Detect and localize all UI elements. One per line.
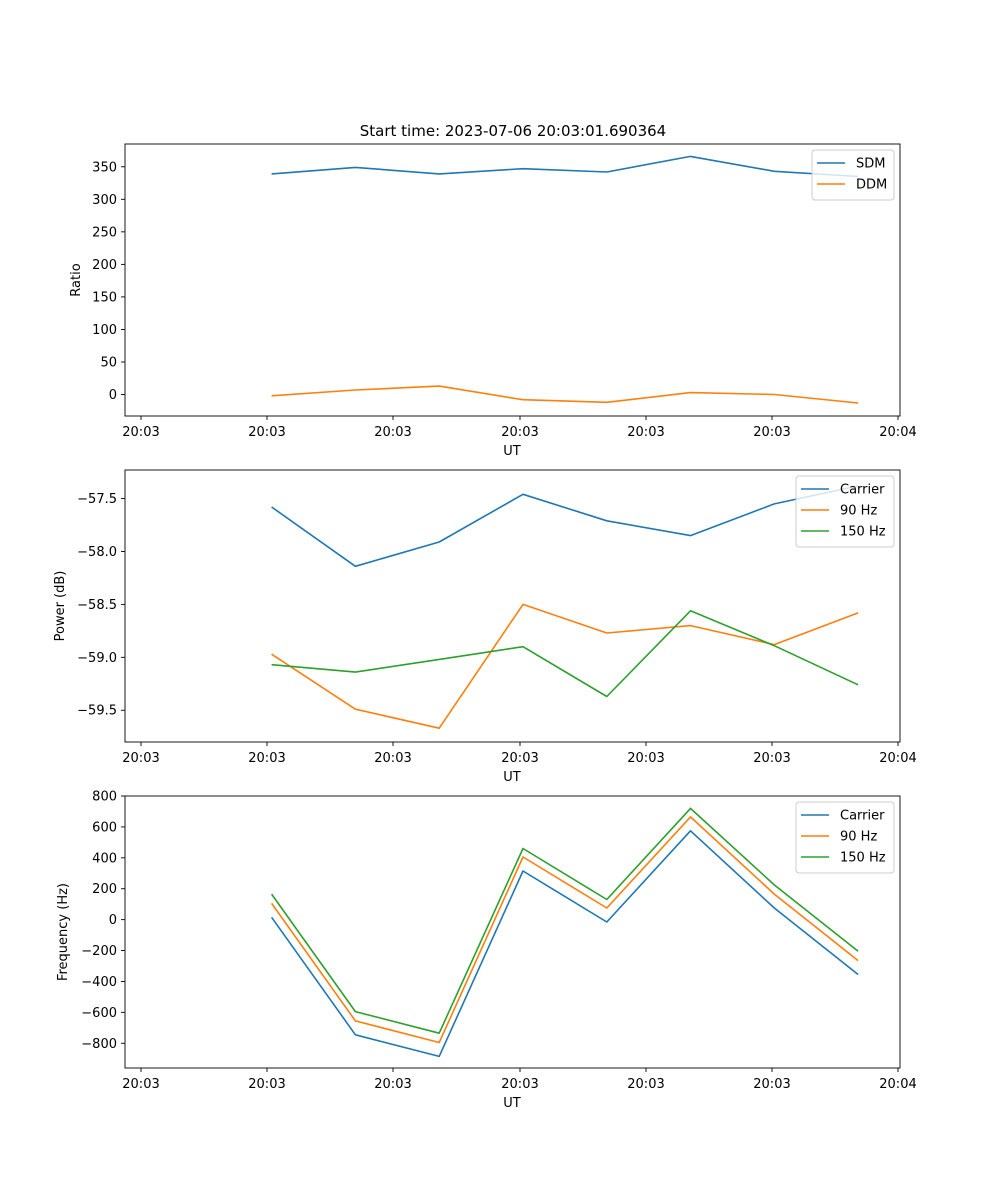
legend-label: 150 Hz xyxy=(840,851,886,866)
y-tick-label: 100 xyxy=(92,323,117,338)
legend-label: DDM xyxy=(856,178,887,193)
x-tick-label: 20:03 xyxy=(753,425,790,440)
x-axis-label: UT xyxy=(503,1096,521,1111)
y-tick-label: 350 xyxy=(92,160,117,175)
y-tick-label: 200 xyxy=(92,258,117,273)
axes-frame xyxy=(124,795,901,1069)
legend-label: 90 Hz xyxy=(840,830,877,845)
y-tick-label: −59.0 xyxy=(77,651,117,666)
series-line-150-hz xyxy=(271,609,859,698)
x-tick-label: 20:03 xyxy=(627,751,664,766)
axes-frame xyxy=(124,469,901,743)
y-tick-label: −59.5 xyxy=(77,704,117,719)
legend-box xyxy=(795,801,895,874)
x-tick-label: 20:03 xyxy=(501,425,538,440)
x-tick-label: 20:04 xyxy=(879,751,916,766)
legend: SDM DDM xyxy=(811,149,895,201)
x-tick-label: 20:03 xyxy=(753,751,790,766)
y-tick-label: −58.5 xyxy=(77,598,117,613)
x-axis-label: UT xyxy=(503,770,521,785)
x-tick-label: 20:03 xyxy=(374,751,411,766)
y-axis-label: Frequency (Hz) xyxy=(56,883,71,981)
x-tick-label: 20:03 xyxy=(122,751,159,766)
series-line-carrier xyxy=(270,829,859,1058)
series-line-90-hz xyxy=(270,816,859,1044)
x-tick-label: 20:03 xyxy=(374,425,411,440)
y-axis-label: Power (dB) xyxy=(53,571,68,642)
legend-label: Carrier xyxy=(840,483,885,498)
x-tick-label: 20:03 xyxy=(248,425,285,440)
axes-frame xyxy=(124,143,901,417)
series-line-carrier xyxy=(271,485,859,568)
x-tick-label: 20:03 xyxy=(122,1077,159,1092)
x-tick-label: 20:04 xyxy=(879,1077,916,1092)
y-tick-label: −800 xyxy=(81,1037,117,1052)
chart-panel-2: 20:03 20:03 20:03 20:03 20:03 20:03 20:04 UT −57… xyxy=(53,469,917,785)
x-tick-label: 20:03 xyxy=(753,1077,790,1092)
x-axis-label: UT xyxy=(503,444,521,459)
chart-panel-3: 20:03 20:03 20:03 20:03 20:03 20:03 20:04 UT 800… xyxy=(56,790,917,1112)
y-tick-label: 0 xyxy=(109,388,117,403)
y-tick-label: 200 xyxy=(92,882,117,897)
x-tick-label: 20:03 xyxy=(501,751,538,766)
x-tick-label: 20:03 xyxy=(122,425,159,440)
legend-label: Carrier xyxy=(840,809,885,824)
series-line-90-hz xyxy=(271,603,859,730)
legend-label: 90 Hz xyxy=(840,504,877,519)
y-tick-label: 800 xyxy=(92,790,117,805)
y-tick-label: 400 xyxy=(92,851,117,866)
x-tick-label: 20:03 xyxy=(627,1077,664,1092)
y-tick-label: 150 xyxy=(92,290,117,305)
y-tick-label: −58.0 xyxy=(77,545,117,560)
x-tick-label: 20:03 xyxy=(248,1077,285,1092)
x-tick-label: 20:03 xyxy=(627,425,664,440)
y-tick-label: −57.5 xyxy=(77,492,117,507)
legend: Carrier 90 Hz 150 Hz xyxy=(795,475,895,548)
x-tick-label: 20:04 xyxy=(879,425,916,440)
y-tick-label: −600 xyxy=(81,1006,117,1021)
y-tick-label: −200 xyxy=(81,944,117,959)
x-tick-label: 20:03 xyxy=(374,1077,411,1092)
x-tick-label: 20:03 xyxy=(248,751,285,766)
legend-box xyxy=(795,475,895,548)
y-tick-label: 600 xyxy=(92,820,117,835)
y-tick-label: −400 xyxy=(81,975,117,990)
series-line-ddm xyxy=(271,385,859,404)
y-tick-label: 0 xyxy=(109,913,117,928)
figure-title: Start time: 2023-07-06 20:03:01.690364 xyxy=(360,122,666,140)
series-line-150-hz xyxy=(270,807,859,1034)
series-line-sdm xyxy=(271,155,859,178)
legend-label: SDM xyxy=(856,157,885,172)
y-tick-label: 250 xyxy=(92,225,117,240)
y-axis-label: Ratio xyxy=(69,263,84,296)
x-tick-label: 20:03 xyxy=(501,1077,538,1092)
legend: Carrier 90 Hz 150 Hz xyxy=(795,801,895,874)
y-tick-label: 50 xyxy=(100,355,117,370)
chart-panel-1: 20:03 20:03 20:03 20:03 20:03 20:03 20:04 UT 0 50… xyxy=(69,143,917,459)
legend-label: 150 Hz xyxy=(840,525,886,540)
y-tick-label: 300 xyxy=(92,193,117,208)
